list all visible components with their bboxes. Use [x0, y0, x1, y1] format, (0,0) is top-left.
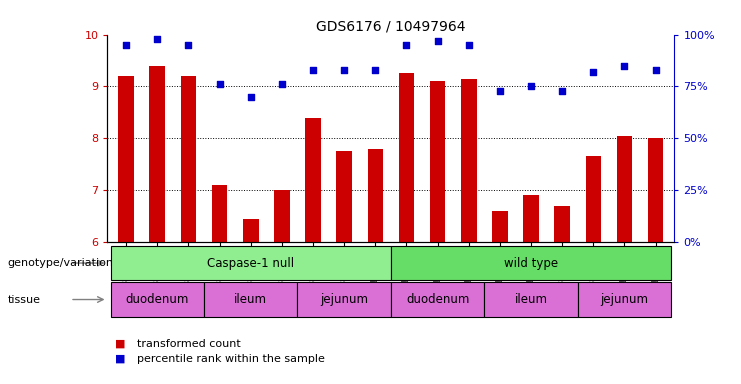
Bar — [585, 156, 601, 242]
Point — [525, 83, 537, 89]
Bar — [110, 282, 204, 317]
Bar — [430, 81, 445, 242]
Bar — [305, 118, 321, 242]
Bar — [368, 149, 383, 242]
Bar — [391, 246, 671, 280]
Bar — [492, 211, 508, 242]
Title: GDS6176 / 10497964: GDS6176 / 10497964 — [316, 20, 465, 33]
Bar — [578, 282, 671, 317]
Text: ileum: ileum — [514, 293, 548, 306]
Bar — [212, 185, 227, 242]
Bar — [461, 79, 476, 242]
Bar — [523, 195, 539, 242]
Bar — [485, 282, 578, 317]
Bar — [274, 190, 290, 242]
Text: duodenum: duodenum — [406, 293, 469, 306]
Point — [151, 36, 163, 42]
Text: ■: ■ — [115, 339, 129, 349]
Point — [213, 81, 225, 88]
Point — [307, 67, 319, 73]
Text: percentile rank within the sample: percentile rank within the sample — [137, 354, 325, 364]
Text: genotype/variation: genotype/variation — [7, 258, 113, 268]
Point — [120, 42, 132, 48]
Bar — [110, 246, 391, 280]
Bar — [150, 66, 165, 242]
Point — [276, 81, 288, 88]
Text: tissue: tissue — [7, 295, 41, 305]
Point — [432, 38, 444, 44]
Bar — [554, 206, 570, 242]
Point — [338, 67, 350, 73]
Text: jejunum: jejunum — [600, 293, 648, 306]
Bar — [399, 73, 414, 242]
Text: jejunum: jejunum — [320, 293, 368, 306]
Bar — [617, 136, 632, 242]
Text: Caspase-1 null: Caspase-1 null — [207, 257, 294, 270]
Bar — [243, 218, 259, 242]
Point — [650, 67, 662, 73]
Point — [619, 63, 631, 69]
Bar — [119, 76, 134, 242]
Text: ■: ■ — [115, 354, 129, 364]
Point — [369, 67, 381, 73]
Bar — [391, 282, 485, 317]
Text: wild type: wild type — [504, 257, 558, 270]
Bar — [181, 76, 196, 242]
Bar — [297, 282, 391, 317]
Point — [182, 42, 194, 48]
Bar — [204, 282, 297, 317]
Bar — [336, 151, 352, 242]
Point — [463, 42, 475, 48]
Point — [245, 94, 256, 100]
Point — [494, 88, 506, 94]
Point — [556, 88, 568, 94]
Bar — [648, 138, 663, 242]
Point — [401, 42, 413, 48]
Text: duodenum: duodenum — [125, 293, 189, 306]
Point — [588, 69, 599, 75]
Text: transformed count: transformed count — [137, 339, 241, 349]
Text: ileum: ileum — [234, 293, 268, 306]
